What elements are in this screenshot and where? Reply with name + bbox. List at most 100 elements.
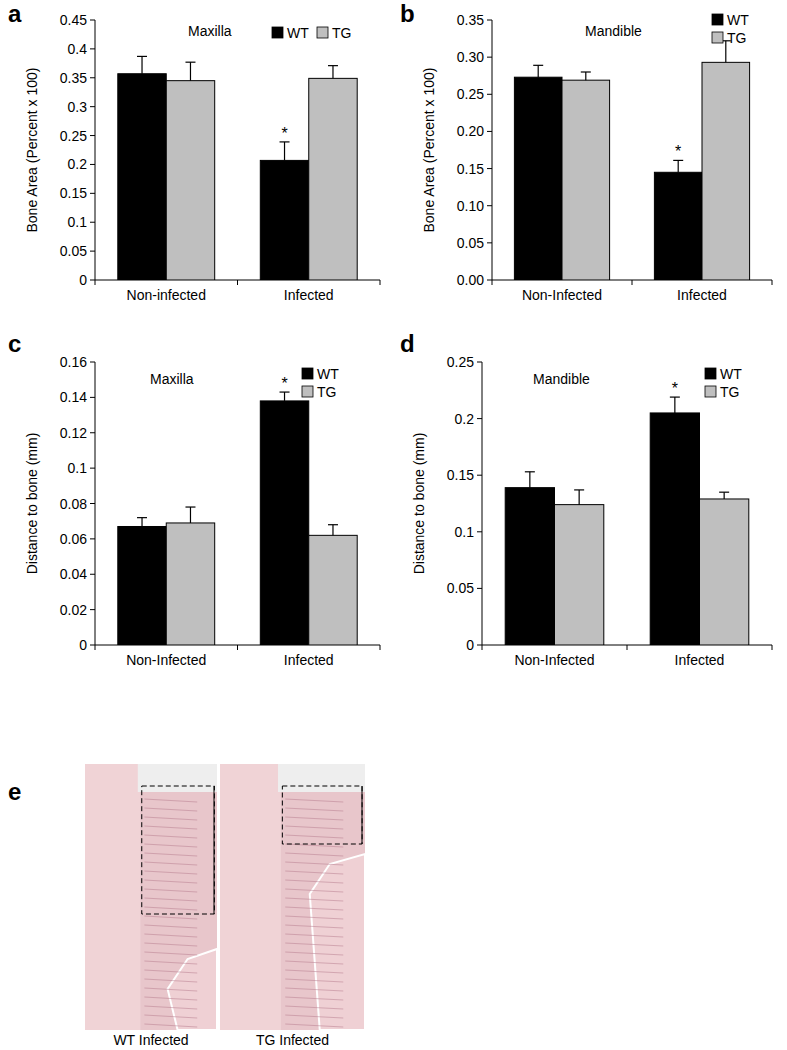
error-bar [581,72,591,80]
x-tick [380,645,381,650]
bar [166,523,214,645]
error-cap [581,71,591,72]
fiber [285,952,343,955]
error-bar [280,142,290,160]
y-tick [487,57,492,58]
error-bar [185,507,195,523]
legend-label: WT [317,366,339,382]
fiber [285,880,343,883]
error-cap [137,56,147,57]
fiber [144,799,197,802]
legend-label: WT [727,12,749,28]
y-axis-label: Distance to bone (mm) [411,433,427,575]
fiber [285,871,343,874]
x-tick [492,280,493,285]
fiber [144,853,197,856]
measure-box [282,786,362,844]
error-line [538,65,539,77]
y-tick [90,538,95,539]
bar [555,505,604,645]
bars [505,397,749,645]
y-tick [487,168,492,169]
fiber [285,916,343,919]
image-panel: eWT InfectedTG Infected [8,764,365,1048]
bars [118,392,357,645]
fiber [285,808,343,811]
legend-swatch [705,386,716,397]
y-tick-label: 0.4 [68,41,88,57]
panel-label: a [8,0,22,27]
y-tick-label: 0.06 [60,531,87,547]
error-line [284,142,285,160]
x-tick [627,645,628,650]
x-tick [95,280,96,285]
fiber [285,943,343,946]
fiber [144,844,197,847]
legend: WTTG [705,366,742,400]
fiber [144,925,197,928]
y-tick-label: 0.15 [457,161,484,177]
y-axis-line [492,20,493,280]
fiber [285,970,343,973]
y-tick [477,588,482,589]
fiber [144,952,197,955]
y-tick [477,531,482,532]
bar [505,488,554,645]
x-tick-label: Non-infected [127,287,206,303]
chart-panel: bMandibleBone Area (Percent x 100)0.000.… [400,0,772,303]
y-axis-line [482,362,483,645]
micrograph [220,764,365,1030]
y-tick [477,475,482,476]
bars [118,56,357,280]
y-tick [90,432,95,433]
x-tick [95,645,96,650]
bar [166,81,214,280]
y-tick-label: 0.2 [455,411,475,427]
y-tick-label: 0.14 [60,389,87,405]
tooth [220,764,281,1030]
y-tick [487,131,492,132]
x-tick [237,280,238,285]
error-bar [719,492,729,499]
chart-title: Maxilla [188,23,232,39]
error-line [585,72,586,80]
error-bar [670,397,680,413]
space [138,764,217,792]
fiber [144,835,197,838]
x-tick-label: Infected [677,287,727,303]
bar [702,62,750,280]
legend-label: TG [317,384,336,400]
error-bar [328,525,338,536]
error-cap [328,65,338,66]
legend-swatch [302,386,313,397]
y-tick [90,362,95,363]
fiber [285,799,343,802]
y-tick-label: 0.35 [60,70,87,86]
y-tick-label: 0.15 [60,185,87,201]
image-caption: WT Infected [113,1032,188,1048]
annotation: * [672,380,678,397]
space [278,764,365,792]
bar [562,80,610,280]
y-tick-label: 0.35 [457,12,484,28]
error-bar [137,518,147,527]
y-tick [90,164,95,165]
legend: WTTG [712,12,749,46]
y-tick-label: 0 [79,272,87,288]
legend: WTTG [272,25,351,41]
y-tick-label: 0 [466,637,474,653]
legend-label: TG [720,384,739,400]
fiber [285,1015,343,1018]
bar [514,77,562,280]
chart-panel: aMaxillaBone Area (Percent x 100)00.050.… [8,0,380,303]
fiber [285,988,343,991]
fiber [285,862,343,865]
x-tick [482,645,483,650]
y-tick-label: 0.10 [457,198,484,214]
error-line [332,525,333,536]
micrograph [85,764,217,1030]
error-line [141,518,142,527]
bar [118,74,166,280]
error-bar [137,56,147,73]
legend-label: WT [287,25,309,41]
